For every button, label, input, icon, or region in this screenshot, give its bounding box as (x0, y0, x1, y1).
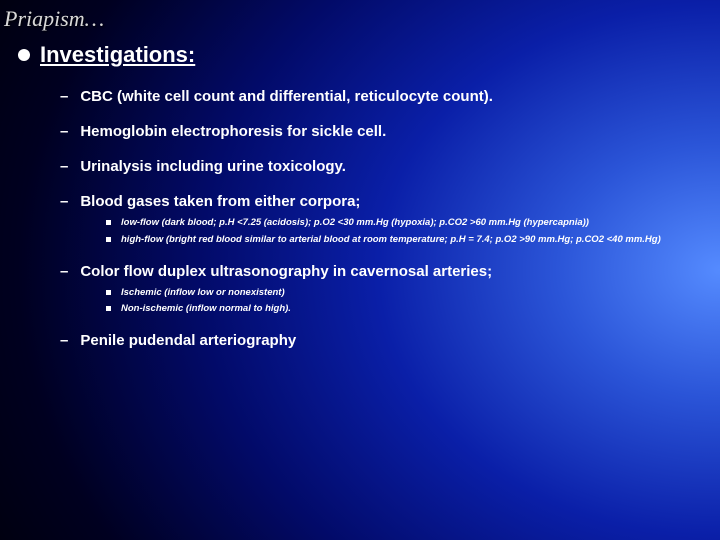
inner-item: high-flow (bright red blood similar to a… (106, 234, 702, 247)
item-text: Urinalysis including urine toxicology. (80, 158, 346, 176)
inner-text: Ischemic (inflow low or nonexistent) (121, 287, 285, 300)
item-text: Hemoglobin electrophoresis for sickle ce… (80, 123, 386, 141)
list-item: – CBC (white cell count and differential… (60, 88, 702, 106)
inner-list: Ischemic (inflow low or nonexistent) Non… (106, 287, 702, 317)
list-item: – Urinalysis including urine toxicology. (60, 158, 702, 176)
dash-bullet-icon: – (60, 263, 68, 281)
list-item: – Color flow duplex ultrasonography in c… (60, 263, 702, 281)
inner-item: Non-ischemic (inflow normal to high). (106, 303, 702, 316)
sub-list: – CBC (white cell count and differential… (60, 88, 702, 350)
item-text: Color flow duplex ultrasonography in cav… (80, 263, 492, 281)
square-bullet-icon (106, 220, 111, 225)
content-area: Investigations: – CBC (white cell count … (18, 42, 702, 367)
slide-title: Priapism… (4, 6, 104, 32)
disc-bullet-icon (18, 49, 30, 61)
dash-bullet-icon: – (60, 123, 68, 141)
section-heading: Investigations: (40, 42, 195, 68)
square-bullet-icon (106, 306, 111, 311)
item-text: Penile pudendal arteriography (80, 332, 296, 350)
inner-item: Ischemic (inflow low or nonexistent) (106, 287, 702, 300)
list-item: – Blood gases taken from either corpora; (60, 193, 702, 211)
square-bullet-icon (106, 290, 111, 295)
inner-item: low-flow (dark blood; p.H <7.25 (acidosi… (106, 217, 702, 230)
list-item: – Penile pudendal arteriography (60, 332, 702, 350)
item-text: Blood gases taken from either corpora; (80, 193, 360, 211)
list-item: – Hemoglobin electrophoresis for sickle … (60, 123, 702, 141)
dash-bullet-icon: – (60, 88, 68, 106)
dash-bullet-icon: – (60, 158, 68, 176)
item-text: CBC (white cell count and differential, … (80, 88, 493, 106)
dash-bullet-icon: – (60, 332, 68, 350)
inner-text: low-flow (dark blood; p.H <7.25 (acidosi… (121, 217, 589, 230)
square-bullet-icon (106, 237, 111, 242)
main-bullet: Investigations: (18, 42, 702, 68)
inner-text: high-flow (bright red blood similar to a… (121, 234, 661, 247)
inner-list: low-flow (dark blood; p.H <7.25 (acidosi… (106, 217, 702, 247)
dash-bullet-icon: – (60, 193, 68, 211)
inner-text: Non-ischemic (inflow normal to high). (121, 303, 291, 316)
